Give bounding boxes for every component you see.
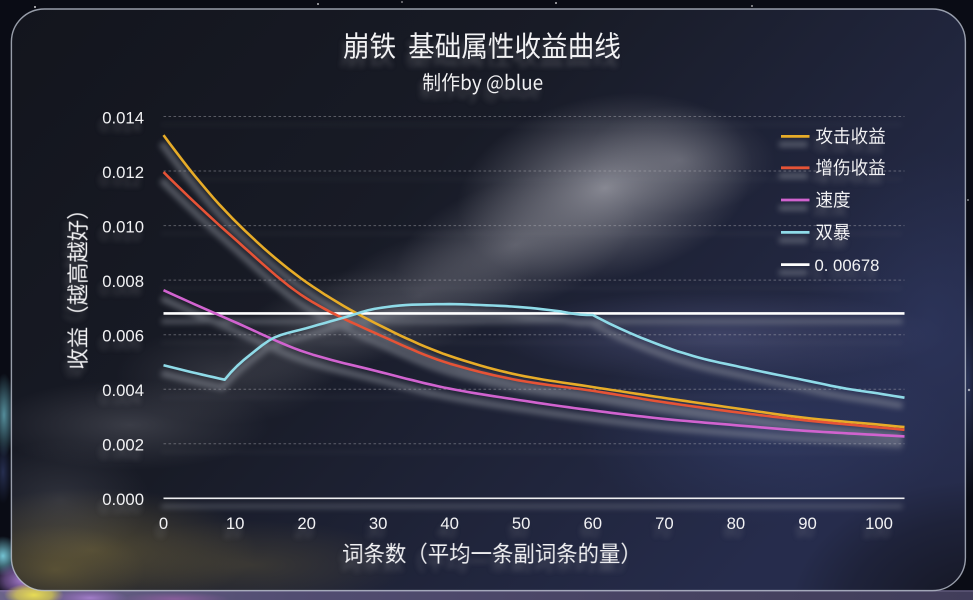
svg-text:0. 00678: 0. 00678 [815,256,880,275]
svg-text:30: 30 [369,514,388,533]
svg-text:0.002: 0.002 [102,436,144,455]
svg-text:20: 20 [297,514,316,533]
svg-text:0.010: 0.010 [102,217,144,236]
svg-text:0.000: 0.000 [102,490,144,509]
svg-text:10: 10 [226,514,245,533]
svg-text:80: 80 [727,514,746,533]
svg-text:0.006: 0.006 [102,327,144,346]
svg-text:50: 50 [512,514,531,533]
svg-text:40: 40 [440,514,459,533]
svg-text:90: 90 [798,514,817,533]
svg-text:0.008: 0.008 [102,272,144,291]
svg-text:0.004: 0.004 [102,381,144,400]
svg-text:0: 0 [159,514,168,533]
svg-text:0.012: 0.012 [102,163,144,182]
svg-text:100: 100 [865,514,893,533]
svg-text:0.014: 0.014 [102,108,144,127]
svg-text:60: 60 [584,514,603,533]
svg-text:70: 70 [655,514,674,533]
